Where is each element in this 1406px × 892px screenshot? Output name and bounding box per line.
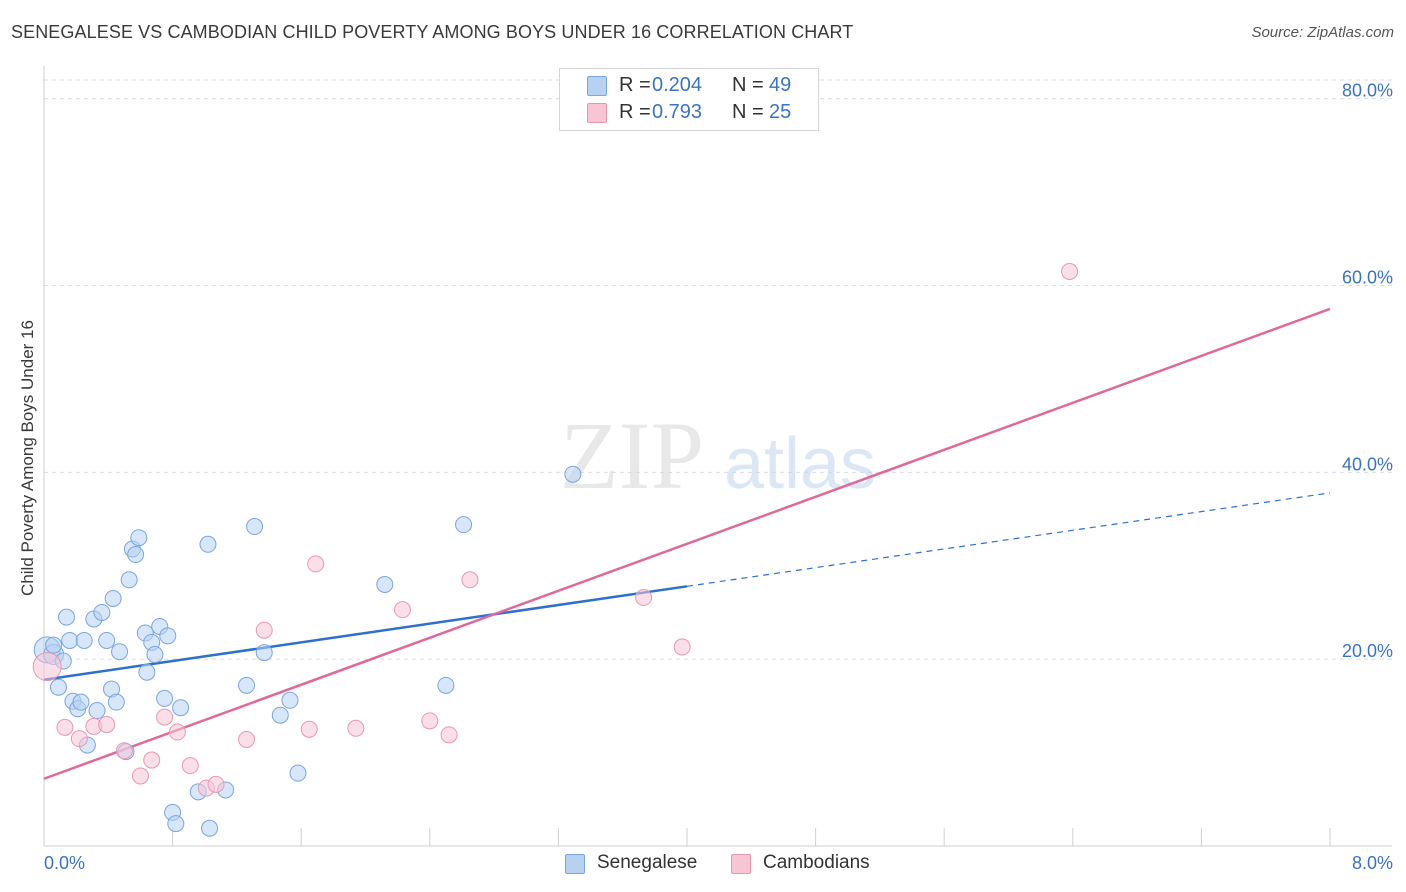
cambodians-point [1061,263,1079,280]
x-tick-label: 8.0% [1352,853,1393,873]
senegalese-point [156,689,174,707]
senegalese-point [172,699,190,717]
legend-n-label: N = [732,101,764,123]
cambodians-point [115,742,133,760]
senegalese-point [281,691,299,709]
senegalese-point [111,643,129,661]
cambodians-point [461,571,479,589]
legend-n-value: 49 [769,74,792,96]
legend-r-label: R = [619,74,651,96]
cambodians-point [207,775,225,793]
senegalese-point [72,693,90,711]
senegalese-trend-line [43,585,688,681]
senegalese-label: Senegalese [597,852,698,873]
senegalese-point [167,815,185,833]
cambodians-point [421,712,439,730]
cambodians-swatch [731,854,751,874]
senegalese-point [130,529,148,547]
senegalese-point [564,465,582,483]
cambodians-point [168,723,186,741]
senegalese-point [289,764,307,782]
cambodians-point [307,555,325,573]
senegalese-point [238,676,256,694]
senegalese-point [120,571,138,589]
axes [43,66,1392,847]
senegalese-point [93,603,111,621]
senegalese-point [255,644,273,662]
x-tick-label: 0.0% [44,853,85,873]
senegalese-swatch [587,76,607,96]
cambodians-point [56,718,74,736]
chart-title: SENEGALESE VS CAMBODIAN CHILD POVERTY AM… [11,22,854,42]
senegalese-point [98,631,116,649]
cambodians-point [181,757,199,775]
gridlines [44,79,1392,660]
legend-r-value: 0.793 [652,101,703,123]
y-tick-label: 40.0% [1342,454,1393,474]
cambodians-label: Cambodians [763,852,870,873]
cambodians-point [98,716,116,734]
senegalese-point [146,646,164,663]
senegalese-point [104,589,122,607]
senegalese-trend-extension [686,492,1331,587]
senegalese-point [45,636,63,654]
y-tick-label: 80.0% [1342,81,1393,101]
senegalese-point [58,608,76,626]
senegalese-point [75,631,93,649]
cambodians-point [635,589,653,607]
legend-r-value: 0.204 [652,74,703,96]
legend-r-label: R = [619,101,651,123]
cambodians-point [300,720,318,738]
senegalese-point [455,516,473,534]
cambodians-point [347,719,365,737]
cambodians-point [393,601,411,619]
cambodians-point [673,638,691,656]
cambodians-point [440,726,458,744]
senegalese-point [376,575,394,593]
cambodians-point [255,621,273,639]
y-tick-label: 60.0% [1342,268,1393,288]
senegalese-point [159,627,177,645]
senegalese-point [271,706,289,724]
watermark: ZIP atlas [560,402,876,509]
cambodians-point [238,731,256,749]
cambodians-point [131,767,149,785]
senegalese-point [201,819,219,837]
senegalese-point [107,693,125,711]
senegalese-point [437,676,455,694]
trend-lines [43,307,1331,780]
senegalese-point [49,678,67,696]
correlation-legend: R = 0.204 N = 49 R = 0.793 N = 25 [559,68,819,131]
senegalese-point [88,702,106,720]
cambodians-trend-line [43,307,1331,780]
cambodians-swatch [587,103,607,123]
senegalese-point [199,535,217,553]
watermark-zip: ZIP [560,402,704,509]
senegalese-swatch [565,854,585,874]
legend-n-label: N = [732,74,764,96]
cambodians-point [70,730,88,748]
y-tick-label: 20.0% [1342,641,1393,661]
data-points [32,263,1079,837]
senegalese-point [138,663,156,681]
cambodians-point [156,708,174,726]
watermark-atlas: atlas [724,424,876,504]
senegalese-point [127,546,145,564]
source-label: Source: ZipAtlas.com [1251,24,1394,41]
senegalese-point [246,518,264,536]
cambodians-point [143,751,161,769]
senegalese-point [61,631,79,649]
legend-n-value: 25 [769,101,792,123]
tick-labels: 20.0% 40.0% 60.0% 80.0% 0.0% 8.0% [44,81,1393,873]
cambodians-point [32,652,62,682]
